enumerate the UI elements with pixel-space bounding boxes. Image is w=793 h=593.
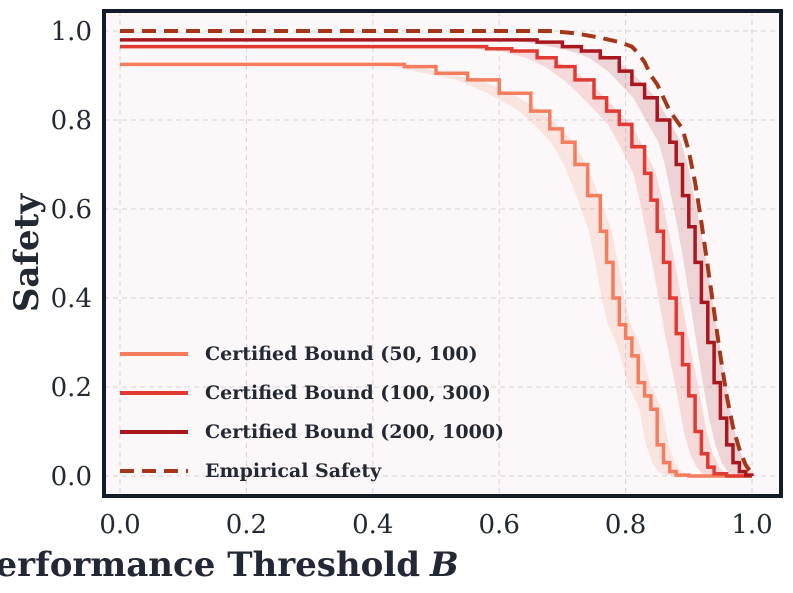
series-band-1 <box>120 46 752 476</box>
x-axis-variable: B <box>429 545 459 585</box>
series-lines <box>120 29 754 478</box>
y-axis-title: Safety <box>7 193 47 313</box>
x-tick-label: 1.0 <box>731 510 772 540</box>
legend-label-0: Certified Bound (50, 100) <box>205 343 478 365</box>
x-axis-title: Performance Threshold <box>0 545 420 585</box>
y-tick-label: 0.8 <box>51 106 92 136</box>
confidence-bands <box>120 39 752 477</box>
legend-label-1: Certified Bound (100, 300) <box>205 382 491 404</box>
y-tick-label: 0.6 <box>51 195 92 225</box>
y-tick-label: 1.0 <box>51 17 92 47</box>
plot-frame <box>102 9 783 498</box>
legend-label-3: Empirical Safety <box>205 460 382 482</box>
legend: Certified Bound (50, 100) Certified Bound… <box>120 343 504 482</box>
x-tick-label: 0.4 <box>352 510 393 540</box>
plot-background <box>104 11 781 496</box>
x-axis-ticks: 0.0 0.2 0.4 0.6 0.8 1.0 <box>99 510 772 540</box>
x-tick-label: 0.8 <box>605 510 646 540</box>
series-line-3 <box>120 29 754 475</box>
x-tick-label: 0.6 <box>479 510 520 540</box>
x-tick-label: 0.2 <box>226 510 267 540</box>
x-tick-label: 0.0 <box>99 510 140 540</box>
series-line-2 <box>120 38 754 477</box>
y-tick-label: 0.2 <box>51 373 92 403</box>
y-tick-label: 0.0 <box>51 462 92 492</box>
series-line-0 <box>120 62 752 478</box>
y-tick-label: 0.4 <box>51 284 92 314</box>
y-axis-ticks: 0.0 0.2 0.4 0.6 0.8 1.0 <box>51 17 92 492</box>
series-line-1 <box>120 44 752 478</box>
legend-label-2: Certified Bound (200, 1000) <box>205 421 504 443</box>
